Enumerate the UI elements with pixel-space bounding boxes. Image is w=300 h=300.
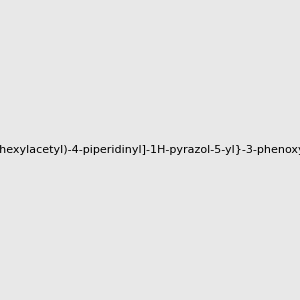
Text: N-{1-[1-(cyclohexylacetyl)-4-piperidinyl]-1H-pyrazol-5-yl}-3-phenoxypropanamide: N-{1-[1-(cyclohexylacetyl)-4-piperidinyl…	[0, 145, 300, 155]
